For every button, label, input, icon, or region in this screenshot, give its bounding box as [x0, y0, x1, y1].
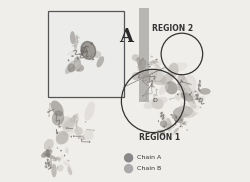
Ellipse shape	[165, 81, 178, 94]
Ellipse shape	[181, 110, 196, 118]
Ellipse shape	[96, 56, 104, 68]
Ellipse shape	[174, 116, 183, 123]
Ellipse shape	[65, 61, 76, 74]
Ellipse shape	[160, 120, 167, 127]
Ellipse shape	[172, 114, 177, 120]
Ellipse shape	[160, 130, 165, 136]
Text: Chain A: Chain A	[137, 155, 161, 160]
Ellipse shape	[44, 153, 57, 159]
Ellipse shape	[81, 41, 96, 59]
Ellipse shape	[52, 110, 64, 126]
Ellipse shape	[178, 116, 184, 121]
Ellipse shape	[159, 83, 168, 95]
Ellipse shape	[135, 57, 140, 62]
Ellipse shape	[161, 116, 166, 124]
Text: A: A	[119, 28, 133, 46]
Ellipse shape	[160, 112, 168, 123]
Ellipse shape	[172, 132, 177, 135]
Ellipse shape	[200, 88, 210, 95]
Text: D: D	[152, 98, 157, 103]
Ellipse shape	[84, 101, 95, 121]
Ellipse shape	[137, 65, 144, 68]
Ellipse shape	[57, 156, 60, 162]
Ellipse shape	[46, 149, 50, 158]
Ellipse shape	[44, 139, 54, 151]
Ellipse shape	[173, 106, 193, 118]
Ellipse shape	[55, 157, 58, 161]
Ellipse shape	[173, 128, 179, 133]
Ellipse shape	[162, 124, 175, 129]
Ellipse shape	[154, 99, 164, 110]
Ellipse shape	[187, 90, 202, 94]
Ellipse shape	[58, 155, 64, 161]
Ellipse shape	[180, 75, 196, 101]
Ellipse shape	[61, 116, 74, 132]
Ellipse shape	[68, 167, 72, 175]
Ellipse shape	[168, 63, 178, 78]
Ellipse shape	[68, 62, 81, 71]
Ellipse shape	[56, 131, 69, 144]
Ellipse shape	[177, 74, 190, 98]
Ellipse shape	[94, 51, 101, 58]
Ellipse shape	[180, 92, 194, 102]
Ellipse shape	[132, 54, 140, 61]
Ellipse shape	[138, 66, 146, 77]
Ellipse shape	[189, 88, 195, 104]
Ellipse shape	[156, 60, 161, 67]
Ellipse shape	[51, 164, 57, 177]
Ellipse shape	[138, 59, 146, 70]
Ellipse shape	[197, 89, 202, 94]
Ellipse shape	[136, 57, 142, 67]
Ellipse shape	[168, 128, 172, 135]
Ellipse shape	[74, 127, 83, 135]
Ellipse shape	[138, 60, 146, 67]
Text: REGION 1: REGION 1	[138, 132, 180, 142]
Ellipse shape	[154, 63, 162, 72]
Ellipse shape	[132, 72, 140, 80]
Ellipse shape	[70, 31, 75, 44]
Ellipse shape	[161, 73, 174, 85]
Ellipse shape	[70, 113, 78, 122]
Ellipse shape	[63, 116, 79, 129]
Ellipse shape	[186, 95, 196, 108]
Ellipse shape	[67, 49, 78, 55]
Ellipse shape	[74, 34, 78, 50]
Text: Chain B: Chain B	[137, 166, 161, 171]
Ellipse shape	[75, 64, 84, 72]
Ellipse shape	[164, 62, 187, 74]
Ellipse shape	[73, 64, 78, 71]
Ellipse shape	[41, 149, 52, 158]
Ellipse shape	[62, 121, 78, 136]
Ellipse shape	[144, 97, 168, 109]
Ellipse shape	[65, 149, 68, 154]
Ellipse shape	[142, 72, 149, 79]
Bar	[48, 11, 124, 97]
Circle shape	[125, 154, 132, 162]
Text: REGION 2: REGION 2	[152, 24, 193, 33]
Circle shape	[125, 165, 132, 173]
Ellipse shape	[145, 69, 166, 85]
Ellipse shape	[68, 63, 75, 72]
Ellipse shape	[182, 109, 199, 115]
Ellipse shape	[56, 132, 68, 145]
Ellipse shape	[65, 147, 68, 153]
Bar	[139, 8, 149, 102]
Ellipse shape	[198, 96, 205, 102]
Ellipse shape	[165, 118, 172, 131]
Ellipse shape	[189, 106, 201, 110]
Ellipse shape	[152, 98, 164, 109]
Ellipse shape	[57, 165, 64, 172]
Ellipse shape	[63, 161, 71, 168]
Ellipse shape	[51, 100, 64, 116]
Ellipse shape	[156, 70, 165, 81]
Ellipse shape	[175, 94, 181, 100]
Ellipse shape	[67, 64, 81, 72]
Ellipse shape	[83, 129, 94, 141]
Ellipse shape	[74, 56, 81, 72]
Ellipse shape	[180, 102, 188, 110]
